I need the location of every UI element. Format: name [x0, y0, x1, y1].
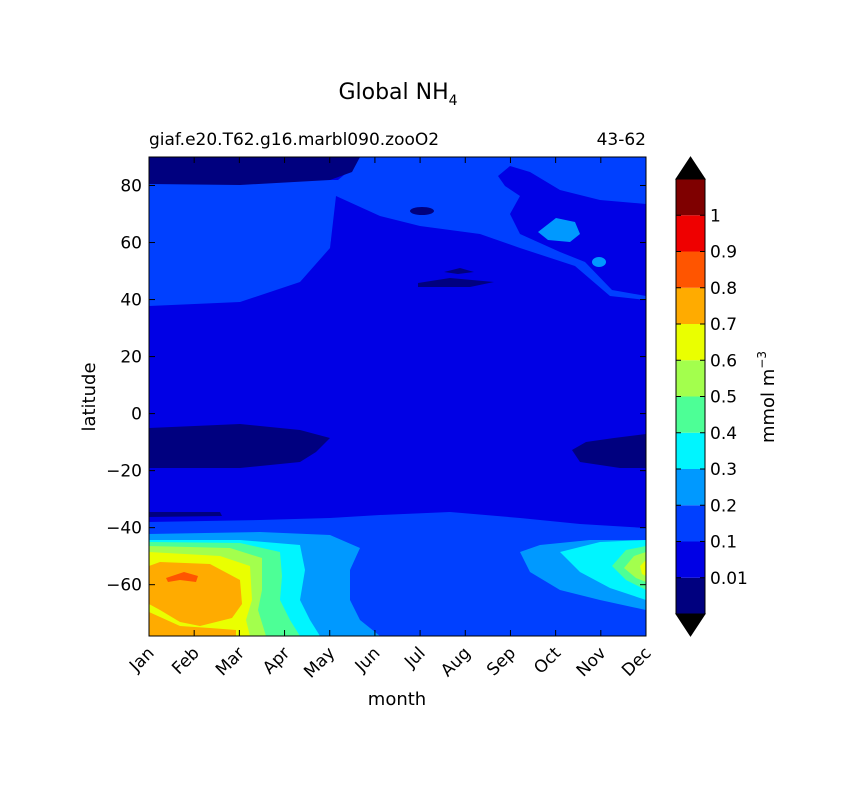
- contour-south-low-line: [149, 512, 222, 517]
- y-tick-label: 80: [120, 177, 142, 197]
- x-tick-label: Feb: [168, 643, 203, 678]
- colorbar-swatch: [676, 432, 705, 469]
- colorbar-swatch: [676, 251, 705, 288]
- colorbar-tick-label: 0.8: [710, 279, 737, 299]
- colorbar-tick-label: 1: [710, 206, 721, 226]
- colorbar: 0.01 0.1 0.2 0.3 0.4 0.5 0.6 0.7 0.8 0.9 1: [675, 156, 748, 637]
- contour-arctic-spot: [410, 207, 434, 215]
- colorbar-tick-label: 0.3: [710, 460, 737, 480]
- contour-north-low: [149, 157, 360, 185]
- x-tick-label: Jan: [125, 643, 158, 676]
- subtitle-right: 43-62: [597, 130, 646, 150]
- colorbar-extend-min: [675, 613, 706, 637]
- x-tick-label: Sep: [483, 643, 520, 680]
- x-tick-label: Jul: [400, 643, 429, 672]
- subtitle-left: giaf.e20.T62.g16.marbl090.zooO2: [149, 130, 439, 150]
- contour-south-0p5-east: [624, 552, 646, 582]
- colorbar-tick-label: 0.1: [710, 533, 737, 553]
- y-tick-label: 60: [120, 234, 142, 254]
- x-tick-label: Aug: [437, 643, 475, 681]
- contour-spot: [323, 224, 329, 232]
- colorbar-swatch: [676, 324, 705, 361]
- y-tick-label: −40: [106, 519, 142, 539]
- x-axis-label: month: [368, 689, 426, 710]
- colorbar-tick-label: 0.2: [710, 496, 737, 516]
- colorbar-swatch: [676, 360, 705, 397]
- colorbar-tick-label: 0.01: [710, 569, 748, 589]
- contour-midlat-low-2: [444, 268, 474, 274]
- x-tick-label: Nov: [573, 643, 611, 681]
- contour-northeast-0p2-spot: [592, 257, 606, 267]
- colorbar-swatch: [676, 469, 705, 506]
- contour-midlat-low: [418, 278, 494, 287]
- contour-tropic-low-west: [149, 424, 330, 468]
- colorbar-swatch: [676, 396, 705, 433]
- x-tick-label: Dec: [618, 643, 655, 680]
- x-tick-label: Jun: [351, 643, 385, 677]
- contour-tropic-low-east: [572, 434, 646, 468]
- y-tick-label: 0: [131, 405, 142, 425]
- y-tick-label: −20: [106, 462, 142, 482]
- y-tick-label: −60: [106, 576, 142, 596]
- contour-south-0p6-east: [640, 560, 646, 576]
- colorbar-extend-max: [675, 156, 706, 180]
- colorbar-label-superscript: −3: [755, 351, 769, 369]
- colorbar-tick-label: 0.9: [710, 243, 737, 263]
- chart-title: Global NH4: [338, 80, 457, 109]
- colorbar-label: mmol m−3: [755, 351, 779, 443]
- x-tick-label: Oct: [530, 643, 565, 678]
- plot-frame: [148, 156, 647, 637]
- contour-field: [149, 157, 646, 636]
- colorbar-tick-label: 0.5: [710, 388, 737, 408]
- colorbar-tick-label: 0.4: [710, 424, 737, 444]
- y-axis-label: latitude: [79, 362, 100, 431]
- colorbar-swatch: [676, 215, 705, 252]
- y-axis: 80 60 40 20 0 −20 −40 −60: [106, 177, 646, 596]
- x-tick-label: Apr: [259, 643, 294, 678]
- colorbar-tick-label: 0.7: [710, 315, 737, 335]
- colorbar-tick-label: 0.6: [710, 351, 737, 371]
- colorbar-swatch: [676, 287, 705, 324]
- colorbar-swatch: [676, 179, 705, 216]
- colorbar-swatch: [676, 541, 705, 578]
- contour-northeast-0p2: [538, 218, 580, 242]
- y-tick-label: 20: [120, 348, 142, 368]
- colorbar-swatch: [676, 577, 705, 614]
- contour-south-0p8: [166, 572, 198, 582]
- x-tick-label: May: [300, 643, 339, 682]
- contour-spot: [325, 237, 331, 243]
- y-tick-label: 40: [120, 291, 142, 311]
- x-tick-label: Mar: [212, 643, 249, 680]
- colorbar-swatch: [676, 505, 705, 542]
- title-subscript: 4: [449, 93, 458, 109]
- contour-south-0p7-patch: [149, 612, 236, 636]
